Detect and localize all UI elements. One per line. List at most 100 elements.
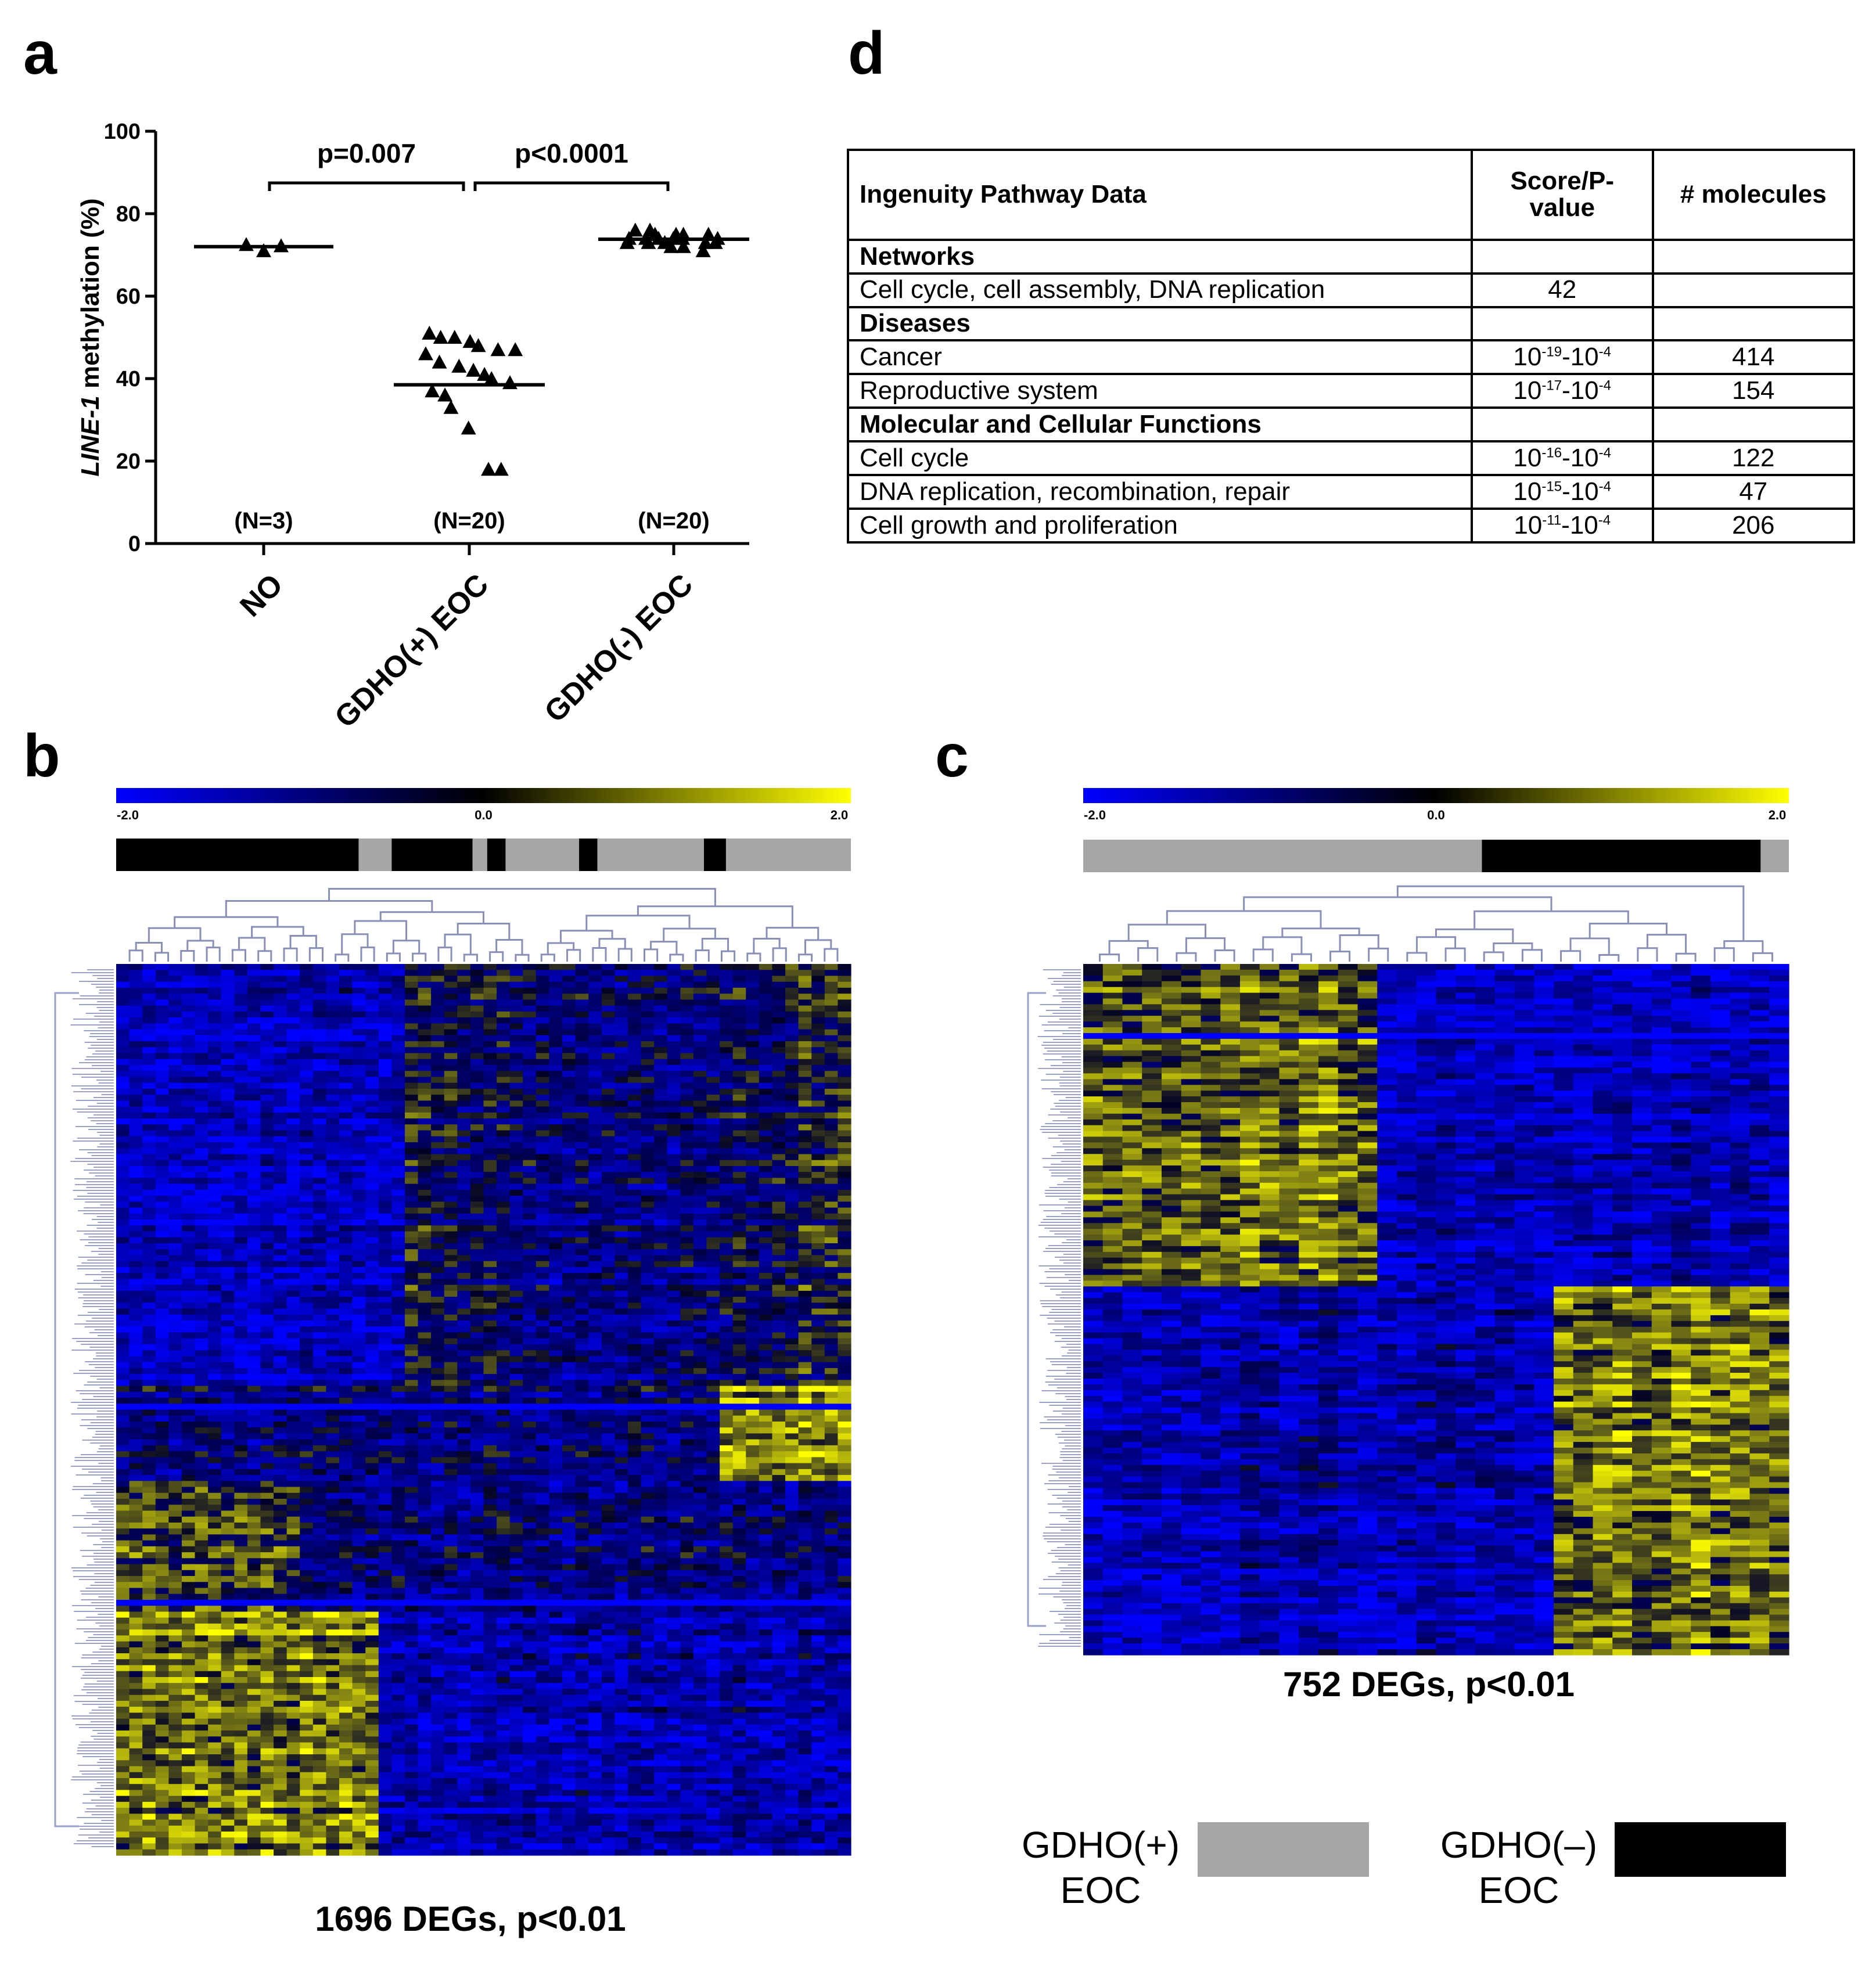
heatmap-cell	[536, 1201, 550, 1208]
heatmap-cell	[536, 1148, 550, 1155]
heatmap-cell	[431, 1112, 445, 1119]
heatmap-cell	[732, 1029, 746, 1036]
heatmap-cell	[181, 1196, 196, 1202]
heatmap-cell	[811, 1451, 825, 1458]
heatmap-cell	[155, 1445, 169, 1452]
heatmap-cell	[601, 987, 615, 994]
heatmap-cell	[208, 1386, 222, 1393]
heatmap-cell	[759, 1308, 773, 1315]
heatmap-cell	[772, 1160, 786, 1167]
heatmap-cell	[378, 1415, 392, 1422]
heatmap-cell	[181, 1302, 196, 1309]
heatmap-cell	[352, 1130, 366, 1137]
heatmap-cell	[378, 1356, 392, 1363]
table-cell-score: 10-16-10-4	[1470, 440, 1654, 477]
color-scale-label: 0.0	[475, 808, 493, 822]
heatmap-cell	[549, 970, 563, 977]
heatmap-cell	[234, 1023, 248, 1030]
heatmap-cell	[116, 1071, 130, 1078]
heatmap-cell	[326, 1255, 340, 1262]
heatmap-cell	[286, 1178, 300, 1185]
heatmap-cell	[667, 1178, 681, 1185]
heatmap-cell	[654, 987, 668, 994]
y-tick-label: 80	[116, 202, 141, 226]
heatmap-cell	[601, 1178, 615, 1185]
heatmap-cell	[391, 1297, 405, 1303]
heatmap-cell	[365, 1023, 379, 1030]
heatmap-cell	[378, 1213, 392, 1220]
heatmap-cell	[155, 1082, 169, 1089]
heatmap-cell	[483, 1189, 497, 1196]
heatmap-cell	[247, 1077, 261, 1084]
heatmap-cell	[116, 1243, 130, 1250]
heatmap-cell	[824, 1082, 839, 1089]
heatmap-cell	[627, 1077, 642, 1084]
heatmap-cell	[824, 1350, 839, 1356]
heatmap-cell	[352, 994, 366, 1000]
heatmap-cell	[497, 1344, 511, 1351]
heatmap-cell	[614, 1172, 628, 1178]
heatmap-cell	[720, 1178, 734, 1185]
heatmap-cell	[509, 1332, 523, 1339]
heatmap-cell	[221, 1386, 235, 1393]
heatmap-cell	[168, 994, 182, 1000]
heatmap-cell	[195, 1439, 209, 1446]
heatmap-cell	[326, 1332, 340, 1339]
heatmap-cell	[195, 1404, 209, 1411]
heatmap-cell	[654, 1279, 668, 1286]
heatmap-cell	[168, 1183, 182, 1190]
heatmap-cell	[483, 1118, 497, 1125]
heatmap-cell	[509, 1463, 523, 1470]
heatmap-cell	[470, 1356, 484, 1363]
heatmap-cell	[116, 1124, 130, 1131]
heatmap-cell	[312, 1344, 327, 1351]
heatmap-cell	[142, 1391, 156, 1398]
heatmap-cell	[352, 1005, 366, 1012]
heatmap-cell	[234, 1029, 248, 1036]
heatmap-cell	[838, 1112, 851, 1119]
heatmap-cell	[811, 1201, 825, 1208]
heatmap-cell	[811, 1165, 825, 1172]
heatmap-cell	[627, 1071, 642, 1078]
heatmap-cell	[824, 1409, 839, 1416]
heatmap-cell	[509, 1439, 523, 1446]
heatmap-cell	[339, 999, 353, 1006]
heatmap-cell	[824, 1279, 839, 1286]
heatmap-cell	[418, 1356, 432, 1363]
heatmap-cell	[641, 1118, 655, 1125]
heatmap-cell	[181, 1457, 196, 1464]
heatmap-cell	[523, 976, 537, 983]
heatmap-cell	[339, 1160, 353, 1167]
heatmap-cell	[457, 1142, 471, 1149]
heatmap-cell	[444, 1302, 458, 1309]
heatmap-cell	[444, 1362, 458, 1369]
heatmap-cell	[326, 999, 340, 1006]
heatmap-cell	[759, 1398, 773, 1404]
heatmap-cell	[142, 1302, 156, 1309]
heatmap-cell	[720, 1404, 734, 1411]
heatmap-cell	[247, 1082, 261, 1089]
heatmap-cell	[391, 1112, 405, 1119]
heatmap-cell	[536, 1189, 550, 1196]
heatmap-cell	[706, 1041, 720, 1048]
heatmap-cell	[811, 1308, 825, 1315]
heatmap-cell	[588, 1130, 602, 1137]
heatmap-cell	[838, 999, 851, 1006]
table-cell-molecules: 47	[1651, 474, 1856, 510]
heatmap-cell	[811, 1023, 825, 1030]
significance-label: p=0.007	[317, 138, 416, 168]
heatmap-cell	[523, 1463, 537, 1470]
heatmap-cell	[497, 1112, 511, 1119]
heatmap-cell	[142, 1035, 156, 1042]
heatmap-cell	[732, 1314, 746, 1321]
heatmap-cell	[260, 1445, 274, 1452]
heatmap-cell	[221, 1100, 235, 1107]
heatmap-cell	[838, 1457, 851, 1464]
heatmap-cell	[523, 1196, 537, 1202]
heatmap-cell	[274, 1243, 287, 1250]
heatmap-cell	[326, 1344, 340, 1351]
heatmap-cell	[759, 1148, 773, 1155]
heatmap-cell	[588, 1160, 602, 1167]
heatmap-cell	[693, 1189, 707, 1196]
heatmap-cell	[168, 1243, 182, 1250]
